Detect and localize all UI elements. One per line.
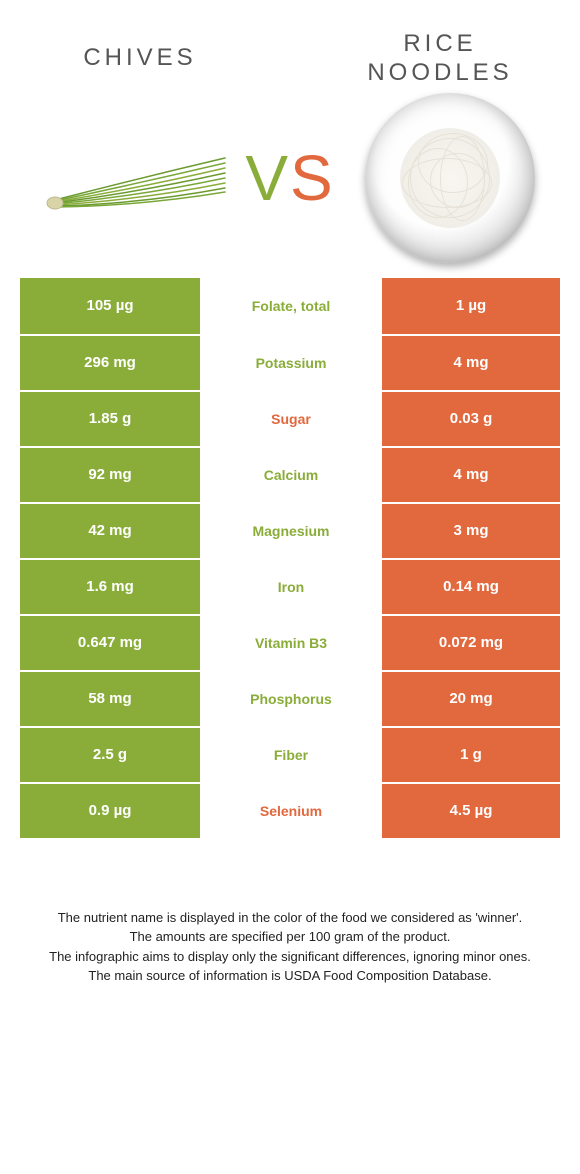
nutrient-row: 2.5 gFiber1 g bbox=[20, 726, 560, 782]
nutrient-right-value: 0.03 g bbox=[380, 392, 560, 446]
nutrient-left-value: 0.9 µg bbox=[20, 784, 200, 838]
images-row: VS bbox=[0, 108, 580, 278]
vs-s: S bbox=[290, 142, 335, 214]
footer-line4: The main source of information is USDA F… bbox=[40, 966, 540, 986]
nutrient-row: 58 mgPhosphorus20 mg bbox=[20, 670, 560, 726]
noodles-image bbox=[350, 108, 550, 248]
food-title-right-line2: NOODLES bbox=[367, 59, 512, 86]
nutrient-right-value: 4 mg bbox=[380, 448, 560, 502]
nutrient-left-value: 105 µg bbox=[20, 278, 200, 334]
nutrient-name: Fiber bbox=[200, 728, 380, 782]
nutrient-left-value: 1.6 mg bbox=[20, 560, 200, 614]
nutrient-name: Iron bbox=[200, 560, 380, 614]
nutrient-right-value: 0.072 mg bbox=[380, 616, 560, 670]
nutrient-right-value: 0.14 mg bbox=[380, 560, 560, 614]
nutrient-left-value: 92 mg bbox=[20, 448, 200, 502]
footer-line1: The nutrient name is displayed in the co… bbox=[40, 908, 540, 928]
nutrient-right-value: 20 mg bbox=[380, 672, 560, 726]
nutrient-left-value: 1.85 g bbox=[20, 392, 200, 446]
vs-v: V bbox=[245, 142, 290, 214]
nutrient-left-value: 0.647 mg bbox=[20, 616, 200, 670]
nutrient-right-value: 3 mg bbox=[380, 504, 560, 558]
footer-line2: The amounts are specified per 100 gram o… bbox=[40, 927, 540, 947]
nutrient-name: Phosphorus bbox=[200, 672, 380, 726]
nutrient-right-value: 1 g bbox=[380, 728, 560, 782]
nutrient-name: Folate, total bbox=[200, 278, 380, 334]
nutrient-row: 1.85 gSugar0.03 g bbox=[20, 390, 560, 446]
nutrient-right-value: 4 mg bbox=[380, 336, 560, 390]
nutrient-right-value: 1 µg bbox=[380, 278, 560, 334]
chives-image bbox=[30, 108, 230, 248]
food-title-right-line1: RICE bbox=[403, 30, 476, 57]
chives-icon bbox=[30, 128, 230, 228]
nutrient-row: 92 mgCalcium4 mg bbox=[20, 446, 560, 502]
nutrient-name: Potassium bbox=[200, 336, 380, 390]
footer-line3: The infographic aims to display only the… bbox=[40, 947, 540, 967]
nutrient-right-value: 4.5 µg bbox=[380, 784, 560, 838]
nutrient-row: 1.6 mgIron0.14 mg bbox=[20, 558, 560, 614]
header: CHIVES RICE NOODLES bbox=[0, 0, 580, 108]
nutrient-name: Calcium bbox=[200, 448, 380, 502]
food-title-right: RICE NOODLES bbox=[340, 30, 540, 88]
nutrient-name: Sugar bbox=[200, 392, 380, 446]
nutrient-table: 105 µgFolate, total1 µg296 mgPotassium4 … bbox=[0, 278, 580, 838]
nutrient-left-value: 2.5 g bbox=[20, 728, 200, 782]
nutrient-row: 296 mgPotassium4 mg bbox=[20, 334, 560, 390]
nutrient-left-value: 296 mg bbox=[20, 336, 200, 390]
nutrient-row: 105 µgFolate, total1 µg bbox=[20, 278, 560, 334]
noodles-bowl-icon bbox=[365, 93, 535, 263]
nutrient-row: 0.9 µgSelenium4.5 µg bbox=[20, 782, 560, 838]
nutrient-name: Selenium bbox=[200, 784, 380, 838]
food-title-left: CHIVES bbox=[40, 44, 240, 73]
nutrient-row: 42 mgMagnesium3 mg bbox=[20, 502, 560, 558]
nutrient-row: 0.647 mgVitamin B30.072 mg bbox=[20, 614, 560, 670]
nutrient-name: Magnesium bbox=[200, 504, 380, 558]
nutrient-name: Vitamin B3 bbox=[200, 616, 380, 670]
nutrient-left-value: 58 mg bbox=[20, 672, 200, 726]
footer-notes: The nutrient name is displayed in the co… bbox=[0, 838, 580, 1006]
vs-label: VS bbox=[245, 141, 334, 215]
nutrient-left-value: 42 mg bbox=[20, 504, 200, 558]
